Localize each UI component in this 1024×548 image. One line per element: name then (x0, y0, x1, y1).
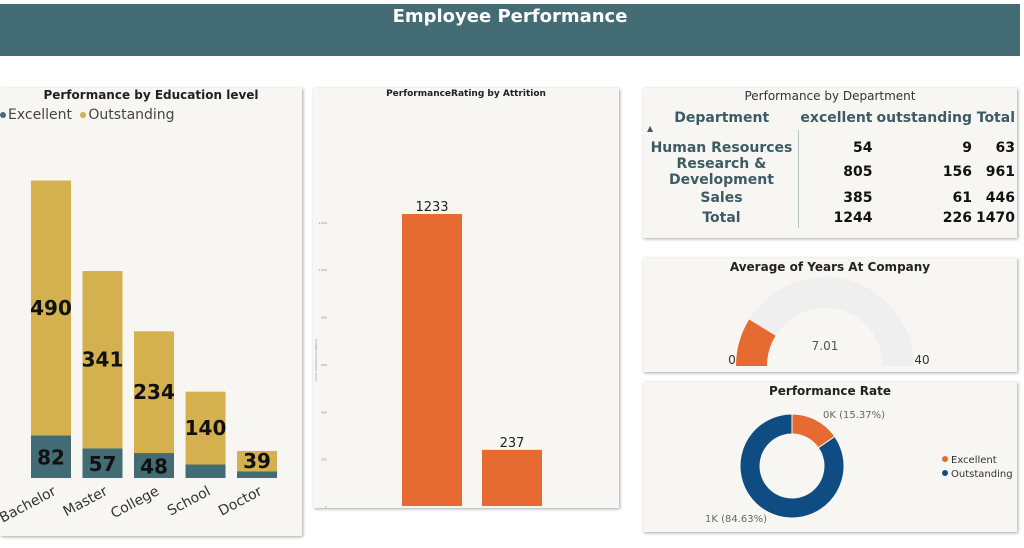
column-header-department[interactable]: Department (674, 110, 770, 126)
excellent-bar (134, 453, 174, 478)
x-tick-label: Master (61, 483, 111, 520)
excellent-bar (237, 471, 277, 478)
outstanding-bar (31, 180, 71, 436)
cell-outstanding: 61 (952, 190, 973, 206)
excellent-legend-dot-icon (942, 456, 948, 462)
y-tick-label: 0 (325, 505, 327, 508)
donut-label-outstanding: 1K (84.63%) (705, 514, 767, 525)
department-table-title: Performance by Department (744, 89, 916, 103)
legend-item-excellent[interactable]: Excellent (0, 107, 72, 123)
gauge-max-label: 40 (914, 353, 929, 367)
education-bar-chart: 490 82 Bachelor 341 57 Master 234 48 College 140 S… (0, 180, 277, 526)
gauge-fill (736, 319, 776, 366)
column-header-total[interactable]: Total (976, 110, 1015, 126)
column-header-outstanding[interactable]: outstanding (876, 110, 973, 126)
outstanding-value-label: 341 (82, 348, 124, 372)
donut-legend-label: Excellent (951, 455, 997, 466)
legend-excellent-label: Excellent (8, 107, 72, 123)
years-gauge-card[interactable]: Average of Years At Company 7.01 0 40 (643, 258, 1017, 372)
y-tick-label: 400 (321, 410, 327, 414)
table-row: Human Resources 54 9 63 (645, 130, 1017, 156)
donut-legend-label: Outstanding (951, 469, 1013, 480)
excellent-bar (82, 448, 123, 478)
sort-ascending-icon[interactable]: ▲ (647, 124, 654, 133)
years-gauge: 7.01 0 40 (728, 277, 930, 367)
table-total-row: Total 1244 226 1470 (645, 208, 1017, 228)
legend-item-outstanding[interactable]: Outstanding (80, 107, 175, 123)
cell-total-total: 1470 (976, 210, 1015, 226)
y-tick-label: 600 (321, 363, 327, 367)
cell-department: Sales (645, 188, 799, 208)
education-legend: Excellent Outstanding (0, 107, 179, 123)
table-row: Research & Development 805 156 961 (645, 156, 1017, 188)
table-row: Sales 385 61 446 (645, 188, 1017, 208)
excellent-dot-icon (0, 112, 6, 118)
cell-department: Research & Development (645, 156, 799, 188)
cell-outstanding: 9 (962, 140, 973, 156)
gauge-min-label: 0 (728, 353, 736, 367)
legend-outstanding-label: Outstanding (88, 107, 175, 123)
outstanding-bar (237, 450, 277, 472)
outstanding-dot-icon (80, 112, 87, 118)
outstanding-bar (82, 271, 123, 449)
report-header: Employee Performance (0, 4, 1020, 56)
outstanding-value-label: 140 (185, 416, 227, 440)
table-header-row: Department excellent outstanding Total (645, 106, 1017, 130)
y-tick-label: 1,200 (318, 221, 327, 225)
cell-department: Human Resources (645, 130, 799, 156)
department-table: Department excellent outstanding Total H… (645, 106, 1017, 228)
y-tick-label: 800 (321, 316, 327, 320)
gauge-value-label: 7.01 (812, 339, 839, 353)
x-tick-label: School (165, 483, 214, 519)
outstanding-bar (185, 391, 226, 465)
y-tick-label: 200 (321, 458, 327, 462)
education-chart-card[interactable]: Performance by Education level Excellent… (0, 88, 302, 536)
y-axis-label: Count of PerformanceRating (314, 339, 318, 381)
y-tick-label: 1,000 (318, 268, 327, 272)
cell-total: 63 (995, 140, 1015, 156)
cell-total-excellent: 1244 (833, 210, 873, 226)
excellent-value-label: 48 (140, 455, 168, 479)
outstanding-value-label: 490 (30, 296, 72, 320)
x-tick-label: College (108, 483, 162, 522)
x-tick-label: Doctor (216, 483, 265, 519)
attrition-bar (402, 214, 462, 506)
performance-rate-donut: 0K (15.37%) 1K (84.63%) Excellent Outstandi… (705, 410, 1013, 525)
attrition-chart-card[interactable]: PerformanceRating by Attrition 0 200 400 60… (313, 88, 619, 508)
cell-total: 446 (985, 190, 1015, 206)
top-strip (0, 0, 1024, 4)
bottom-bar (0, 542, 1024, 548)
cell-excellent: 385 (843, 190, 873, 206)
bar-value-label: 1233 (415, 200, 448, 215)
cell-total: 961 (985, 164, 1015, 180)
education-chart-title: Performance by Education level (43, 88, 259, 102)
cell-total-outstanding: 226 (942, 210, 973, 226)
column-header-excellent[interactable]: excellent (800, 110, 873, 126)
excellent-bar (185, 464, 226, 478)
outstanding-value-label: 234 (133, 380, 175, 404)
cell-total-label: Total (645, 208, 799, 228)
performance-rate-title: Performance Rate (768, 384, 892, 398)
excellent-bar (31, 435, 71, 478)
outstanding-bar (134, 331, 174, 454)
donut-slice (739, 413, 845, 519)
cell-outstanding: 156 (942, 164, 973, 180)
outstanding-legend-dot-icon (942, 470, 948, 476)
bar-value-label: 237 (500, 436, 525, 451)
department-table-card[interactable]: Performance by Department ▲ Department e… (643, 88, 1017, 238)
gauge-track (736, 277, 914, 366)
excellent-value-label: 82 (37, 446, 65, 470)
x-tick-label: Bachelor (0, 483, 59, 526)
outstanding-value-label: 39 (243, 449, 271, 473)
cell-excellent: 54 (853, 140, 873, 156)
donut-label-excellent: 0K (15.37%) (823, 410, 885, 421)
performance-rate-card[interactable]: Performance Rate 0K (15.37%) 1K (84.63%) E… (643, 382, 1017, 532)
attrition-bar-chart: 0 200 400 600 800 1,000 1,200 Count of Performa… (314, 200, 542, 508)
attrition-chart-title: PerformanceRating by Attrition (386, 89, 546, 99)
cell-excellent: 805 (843, 164, 873, 180)
attrition-bar (482, 449, 542, 506)
page-title: Employee Performance (392, 6, 628, 27)
gauge-title: Average of Years At Company (729, 260, 931, 274)
excellent-value-label: 57 (89, 452, 117, 476)
